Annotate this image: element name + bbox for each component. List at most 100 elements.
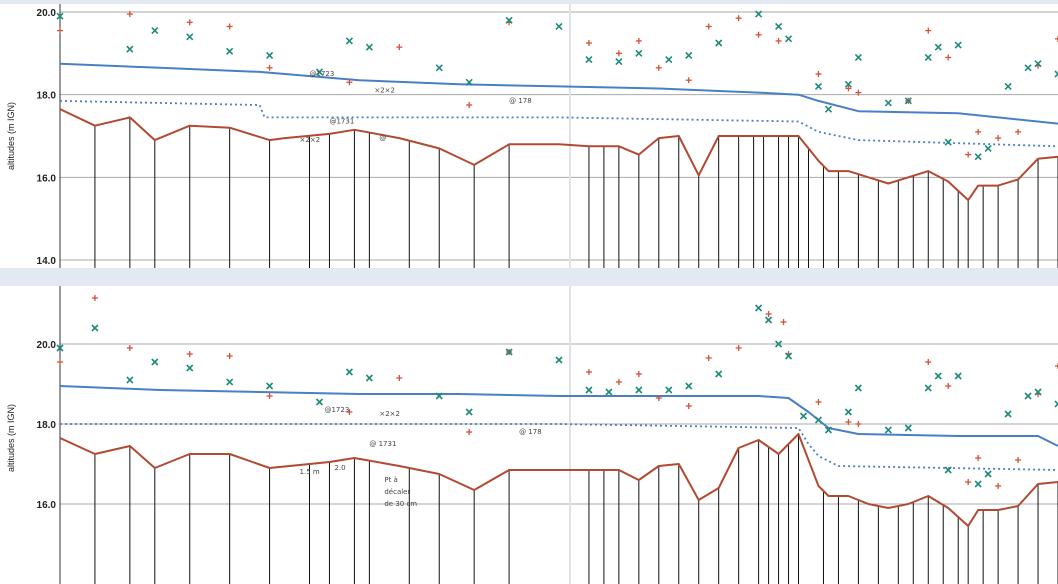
x-marker xyxy=(605,388,613,396)
plus-marker xyxy=(466,429,473,435)
x-marker xyxy=(465,78,473,86)
plus-marker xyxy=(1015,128,1022,135)
x-marker xyxy=(345,37,353,45)
x-marker xyxy=(635,386,643,394)
y-tick-label: 16.0 xyxy=(37,173,57,184)
plus-marker xyxy=(945,54,952,61)
x-marker xyxy=(186,364,194,372)
x-marker xyxy=(685,382,693,390)
plus-marker xyxy=(1055,363,1058,369)
handwritten-annotation: ×2×2 xyxy=(374,87,395,95)
plus-marker xyxy=(655,64,662,71)
plus-marker xyxy=(705,23,712,30)
handwritten-annotation: @1731 xyxy=(329,118,354,126)
handwritten-annotation: 1.5 m xyxy=(300,468,320,476)
plus-marker xyxy=(735,15,742,22)
handwritten-annotation: ×2×2 xyxy=(379,410,400,418)
plus-marker xyxy=(396,44,403,51)
x-marker xyxy=(1024,64,1032,72)
x-marker xyxy=(555,356,563,364)
plus-marker xyxy=(226,23,233,30)
handwritten-annotation: ×2×2 xyxy=(300,136,321,144)
x-marker xyxy=(505,348,513,356)
x-marker xyxy=(904,97,912,105)
plus-marker xyxy=(655,395,662,401)
plus-marker xyxy=(995,135,1002,142)
plus-marker xyxy=(845,419,852,425)
x-marker xyxy=(924,53,932,62)
x-marker xyxy=(635,49,643,57)
plus-marker xyxy=(1055,35,1058,42)
x-marker xyxy=(755,10,763,18)
plus-marker xyxy=(965,151,972,158)
x-marker xyxy=(844,408,852,416)
x-marker xyxy=(824,426,833,434)
plus-marker xyxy=(1015,457,1022,463)
profile-chart-top: 14.0 16.0 18.0 20.0 altitudes (m IGN) @1723 ×2… xyxy=(6,4,1058,268)
x-marker xyxy=(226,47,234,55)
x-marker xyxy=(954,41,962,49)
x-marker xyxy=(824,105,833,113)
plus-marker xyxy=(965,479,972,485)
x-marker xyxy=(126,376,134,384)
plus-marker xyxy=(615,379,622,385)
plus-marker xyxy=(186,351,193,357)
x-marker xyxy=(1024,392,1032,400)
x-marker xyxy=(755,304,763,312)
plus-marker xyxy=(585,40,592,46)
x-marker xyxy=(844,80,852,88)
x-marker xyxy=(715,370,723,378)
plus-marker xyxy=(266,64,273,71)
plus-marker xyxy=(126,11,133,18)
plus-marker xyxy=(945,383,952,389)
x-marker xyxy=(1004,410,1012,418)
plus-marker xyxy=(266,393,273,399)
plus-marker xyxy=(126,345,133,351)
x-marker xyxy=(186,33,194,41)
x-marker xyxy=(505,16,513,24)
x-marker xyxy=(1054,70,1058,78)
x-marker xyxy=(56,12,64,20)
x-marker xyxy=(884,426,892,434)
plus-marker xyxy=(995,483,1002,489)
y-axis-label: altitudes (m IGN) xyxy=(6,102,16,170)
plus-marker xyxy=(780,319,787,325)
chart-panel-top: 14.0 16.0 18.0 20.0 altitudes (m IGN) @1723 ×2… xyxy=(0,4,1058,268)
x-marker xyxy=(954,372,962,380)
y-tick-label: 14.0 xyxy=(37,256,57,267)
plus-marker xyxy=(396,375,403,381)
x-marker xyxy=(784,35,793,43)
ground-profile-line xyxy=(59,108,1058,202)
x-marker xyxy=(151,27,159,35)
x-marker xyxy=(715,39,723,47)
plus-marker xyxy=(346,79,353,86)
plus-marker xyxy=(346,409,353,415)
x-marker xyxy=(854,384,862,392)
x-marker xyxy=(91,324,99,332)
plus-marker xyxy=(735,345,742,351)
x-marker xyxy=(615,58,623,66)
water-level-line xyxy=(59,62,1058,125)
handwritten-annotation: de 30 cm xyxy=(384,500,417,508)
y-tick-label: 20.0 xyxy=(37,340,57,351)
x-marker xyxy=(585,386,593,394)
plus-marker xyxy=(975,128,982,135)
x-marker xyxy=(345,368,353,376)
plus-marker xyxy=(635,37,642,44)
handwritten-annotation: 2.0 xyxy=(334,464,345,472)
plus-marker xyxy=(975,455,982,461)
dotted-level-line xyxy=(59,100,1058,148)
chart-panel-bottom: 16.0 18.0 20.0 altitudes (m IGN) @1723 ×2×2 @ … xyxy=(0,286,1058,584)
plus-marker xyxy=(91,295,98,301)
x-marker xyxy=(799,412,808,420)
x-marker xyxy=(974,153,982,161)
x-marker xyxy=(934,43,942,51)
plus-marker xyxy=(466,102,473,108)
x-marker xyxy=(555,22,563,31)
plus-marker xyxy=(815,71,822,77)
plus-marker xyxy=(226,353,233,359)
x-marker xyxy=(984,144,992,152)
ground-profile-line xyxy=(59,433,1058,527)
plus-marker xyxy=(635,371,642,377)
y-axis-label: altitudes (m IGN) xyxy=(6,404,16,472)
